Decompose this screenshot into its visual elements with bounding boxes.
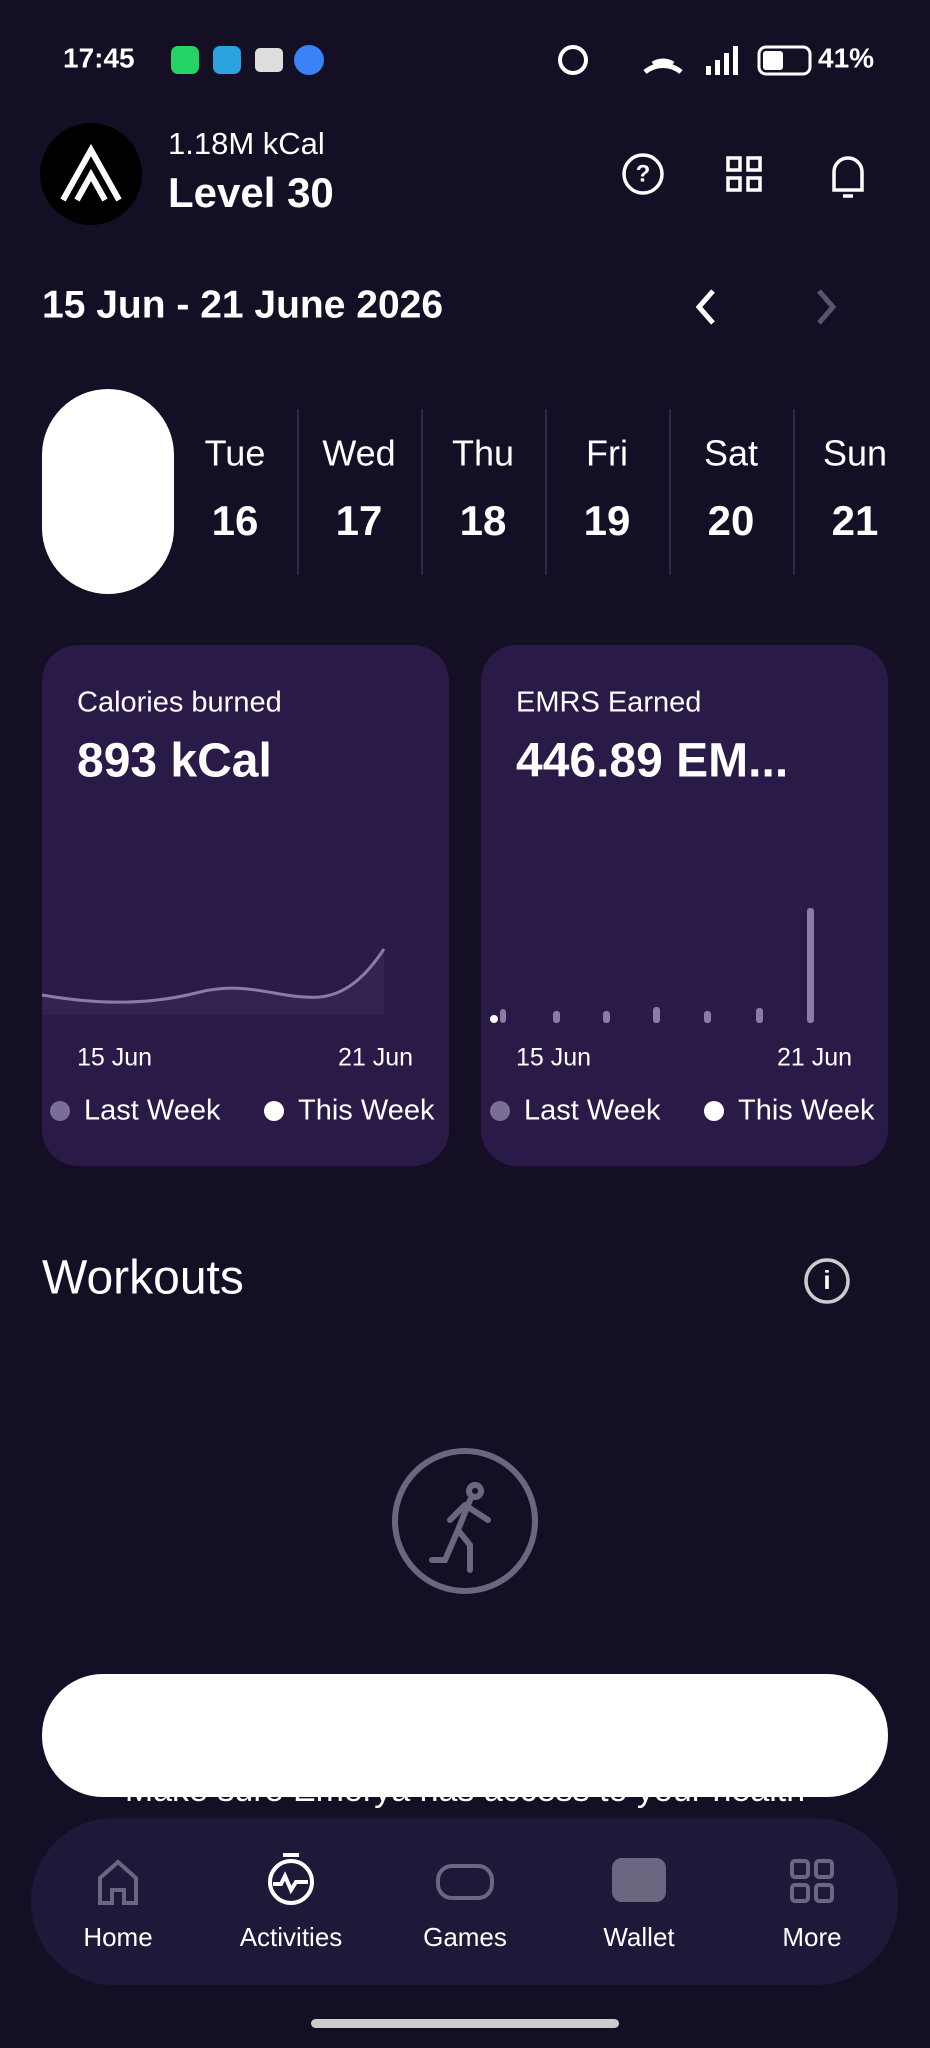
day-name: Fri [586,433,628,474]
info-button[interactable] [804,1258,850,1304]
legend-label: Last Week [524,1095,661,1127]
card-title: Calories burned [77,687,282,719]
axis-start: 15 Jun [516,1044,591,1072]
legend-label: Last Week [84,1095,221,1127]
notifications-button[interactable] [832,156,864,198]
app-icon [255,48,283,72]
prev-week[interactable] [695,289,715,325]
nav-bar [31,1818,898,1985]
help-button[interactable] [622,153,664,195]
day-name: Wed [322,433,395,474]
day-name: Sat [704,433,758,474]
app-icon [213,46,241,74]
axis-end: 21 Jun [338,1044,413,1072]
battery-percent: 41% [818,42,874,73]
help-glyph: ? [636,160,651,187]
nav-label[interactable]: More [782,1922,841,1952]
legend-label: This Week [738,1095,875,1127]
nav-label[interactable]: Activities [240,1922,343,1952]
claim-multiplier: x0.50 [465,1723,526,1751]
chart-dot [490,1015,498,1023]
legend-dot [490,1101,510,1121]
card-value: 446.89 EM... [516,735,788,788]
level: Level 30 [168,169,334,216]
app-icon [294,45,324,75]
claim-amount: 251 kCal [681,1713,827,1754]
nav-icons [98,1853,834,1905]
time: 17:45 [63,42,135,73]
nav-label[interactable]: Wallet [603,1922,675,1952]
next-week[interactable] [817,289,837,325]
battery [757,45,812,76]
legend-label: This Week [298,1095,435,1127]
selected-day [42,389,174,594]
wifi-icon [643,58,683,75]
chart-line [41,948,386,1004]
card-title: EMRS Earned [516,687,701,719]
battery-level [763,51,783,70]
legend-dot [704,1101,724,1121]
total-calories: 1.18M kCal [168,126,325,161]
nav-label[interactable]: Home [83,1922,152,1952]
legend-dot [50,1101,70,1121]
day-number: 18 [460,497,507,544]
day-name: Thu [452,433,514,474]
logo [60,143,122,202]
signal-icon [706,46,738,75]
workouts-title: Workouts [42,1252,244,1305]
axis-end: 21 Jun [777,1044,852,1072]
day-number: 17 [336,497,383,544]
day-number: 16 [212,497,259,544]
nav-label[interactable]: Games [423,1922,507,1952]
info-glyph: i [823,1265,830,1295]
day-number: 19 [584,497,631,544]
app-icon [171,46,199,74]
day-number: 21 [832,497,879,544]
legend-dot [264,1101,284,1121]
day-name: Mon [72,433,142,474]
chart-bars [500,908,814,1023]
axis-start: 15 Jun [77,1044,152,1072]
date-range: 15 Jun - 21 June 2026 [42,283,443,326]
claim-button[interactable] [42,1674,888,1797]
day-number: 20 [708,497,755,544]
day-number: 15 [84,497,131,544]
claim-label: Claim daily calories [103,1713,413,1754]
calories-card[interactable] [42,645,449,1166]
card-value: 893 kCal [77,735,272,788]
chart-area [42,949,384,1015]
home-indicator [311,2019,619,2028]
alarm-icon [558,45,588,75]
day-name: Sun [823,433,887,474]
workout-empty-icon [392,1448,538,1594]
day-name: Tue [205,433,266,474]
runner [429,1482,491,1573]
qr-button[interactable] [726,156,762,192]
emrs-card[interactable] [481,645,888,1166]
